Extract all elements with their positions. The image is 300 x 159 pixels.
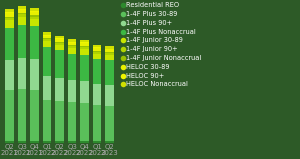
Bar — [105, 53, 114, 55]
Bar — [68, 80, 76, 102]
Bar — [56, 78, 64, 101]
Bar — [68, 42, 76, 43]
Bar — [43, 100, 51, 141]
Bar — [5, 18, 14, 20]
Bar — [30, 59, 39, 90]
Bar — [5, 90, 14, 141]
Bar — [93, 142, 101, 143]
Bar — [80, 103, 89, 141]
Bar — [80, 55, 89, 81]
Bar — [68, 54, 76, 80]
Bar — [93, 45, 101, 47]
Bar — [56, 38, 64, 39]
Bar — [43, 36, 51, 38]
Bar — [5, 20, 14, 28]
Bar — [43, 76, 51, 100]
Bar — [80, 42, 89, 43]
Bar — [105, 52, 114, 53]
Bar — [30, 90, 39, 141]
Bar — [56, 39, 64, 42]
Bar — [18, 58, 26, 89]
Bar — [43, 39, 51, 41]
Bar — [18, 9, 26, 10]
Bar — [68, 46, 76, 48]
Bar — [30, 26, 39, 59]
Bar — [93, 105, 101, 142]
Bar — [56, 45, 64, 50]
Bar — [68, 43, 76, 45]
Bar — [80, 47, 89, 49]
Bar — [5, 9, 14, 12]
Bar — [43, 141, 51, 143]
Bar — [93, 48, 101, 51]
Bar — [18, 13, 26, 14]
Bar — [30, 19, 39, 26]
Bar — [43, 47, 51, 76]
Bar — [43, 35, 51, 36]
Bar — [68, 45, 76, 46]
Bar — [80, 40, 89, 42]
Bar — [18, 17, 26, 25]
Bar — [5, 141, 14, 143]
Bar — [93, 54, 101, 59]
Bar — [5, 28, 14, 60]
Bar — [56, 42, 64, 43]
Bar — [105, 46, 114, 48]
Bar — [56, 101, 64, 141]
Bar — [5, 12, 14, 13]
Bar — [30, 17, 39, 19]
Bar — [18, 14, 26, 17]
Bar — [56, 141, 64, 143]
Bar — [5, 13, 14, 17]
Bar — [18, 10, 26, 13]
Bar — [93, 84, 101, 105]
Bar — [30, 8, 39, 11]
Bar — [30, 11, 39, 12]
Bar — [30, 141, 39, 143]
Bar — [18, 6, 26, 9]
Bar — [43, 32, 51, 35]
Bar — [68, 39, 76, 42]
Bar — [5, 60, 14, 90]
Bar — [80, 43, 89, 46]
Bar — [105, 55, 114, 60]
Bar — [43, 38, 51, 39]
Bar — [56, 43, 64, 45]
Bar — [93, 52, 101, 54]
Bar — [93, 59, 101, 84]
Bar — [56, 36, 64, 38]
Bar — [105, 85, 114, 106]
Bar — [105, 49, 114, 52]
Bar — [30, 12, 39, 15]
Bar — [68, 102, 76, 141]
Bar — [68, 141, 76, 143]
Bar — [105, 106, 114, 142]
Bar — [80, 141, 89, 143]
Bar — [18, 89, 26, 141]
Bar — [80, 46, 89, 47]
Bar — [93, 47, 101, 48]
Bar — [5, 17, 14, 18]
Bar — [30, 15, 39, 17]
Bar — [43, 41, 51, 47]
Bar — [93, 51, 101, 52]
Bar — [105, 48, 114, 49]
Bar — [68, 48, 76, 54]
Bar — [105, 60, 114, 85]
Bar — [80, 81, 89, 103]
Bar — [80, 49, 89, 55]
Bar — [18, 141, 26, 143]
Legend: Residential REO, 1-4F Plus 30-89, 1-4F Plus 90+, 1-4F Plus Nonaccrual, 1-4F Juni: Residential REO, 1-4F Plus 30-89, 1-4F P… — [121, 2, 202, 87]
Bar — [56, 50, 64, 78]
Bar — [18, 25, 26, 58]
Bar — [105, 142, 114, 143]
